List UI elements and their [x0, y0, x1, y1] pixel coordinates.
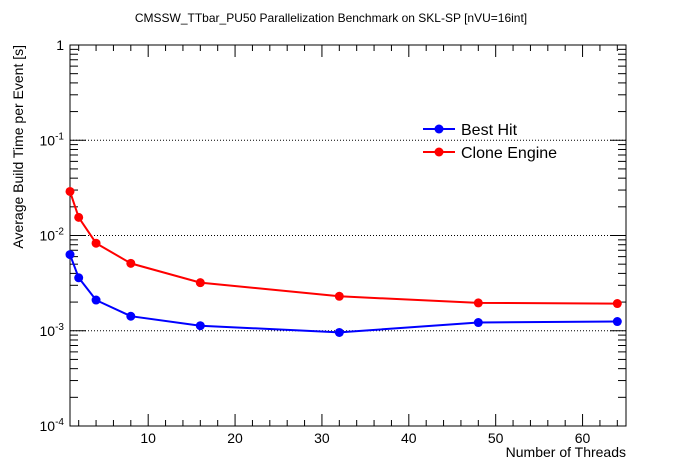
y-tick-label: 10-3	[40, 322, 65, 339]
x-tick-label: 30	[314, 430, 330, 446]
legend-marker	[434, 124, 444, 134]
y-axis-label: Average Build Time per Event [s]	[10, 45, 26, 249]
data-point	[195, 321, 205, 331]
x-tick-label: 40	[401, 430, 417, 446]
data-point	[91, 295, 101, 305]
legend-marker	[434, 147, 444, 157]
axis-ticks: 10-4 10-3 10-2 10-1 1 10 20 30 40 50 60	[40, 37, 626, 446]
y-tick-label: 10-2	[40, 227, 65, 244]
y-tick-label: 1	[56, 37, 64, 53]
data-point	[195, 278, 205, 288]
series-line-0	[69, 254, 618, 334]
data-point	[612, 299, 622, 309]
data-point	[473, 298, 483, 308]
data-point	[334, 327, 344, 337]
data-point	[612, 317, 622, 327]
x-tick-label: 10	[140, 430, 156, 446]
x-tick-label: 50	[488, 430, 504, 446]
series-line-1	[69, 191, 618, 305]
data-point	[74, 212, 84, 222]
y-tick-label: 10-4	[40, 417, 65, 434]
data-point	[65, 186, 75, 196]
chart-title: CMSSW_TTbar_PU50 Parallelization Benchma…	[135, 11, 527, 25]
x-tick-label: 60	[575, 430, 591, 446]
data-point	[334, 291, 344, 301]
data-point	[473, 318, 483, 328]
y-gridlines	[70, 139, 626, 332]
data-point	[126, 258, 136, 268]
data-point	[126, 311, 136, 321]
x-axis-label: Number of Threads	[506, 444, 626, 460]
legend-label: Clone Engine	[461, 145, 557, 162]
data-point	[74, 273, 84, 283]
data-point	[65, 250, 75, 260]
y-tick-label: 10-1	[40, 131, 65, 148]
series-layer	[65, 186, 622, 337]
plot-frame	[69, 44, 627, 427]
legend: Best Hit Clone Engine	[423, 122, 557, 162]
legend-label: Best Hit	[461, 122, 518, 139]
data-point	[91, 238, 101, 248]
x-tick-label: 20	[227, 430, 243, 446]
